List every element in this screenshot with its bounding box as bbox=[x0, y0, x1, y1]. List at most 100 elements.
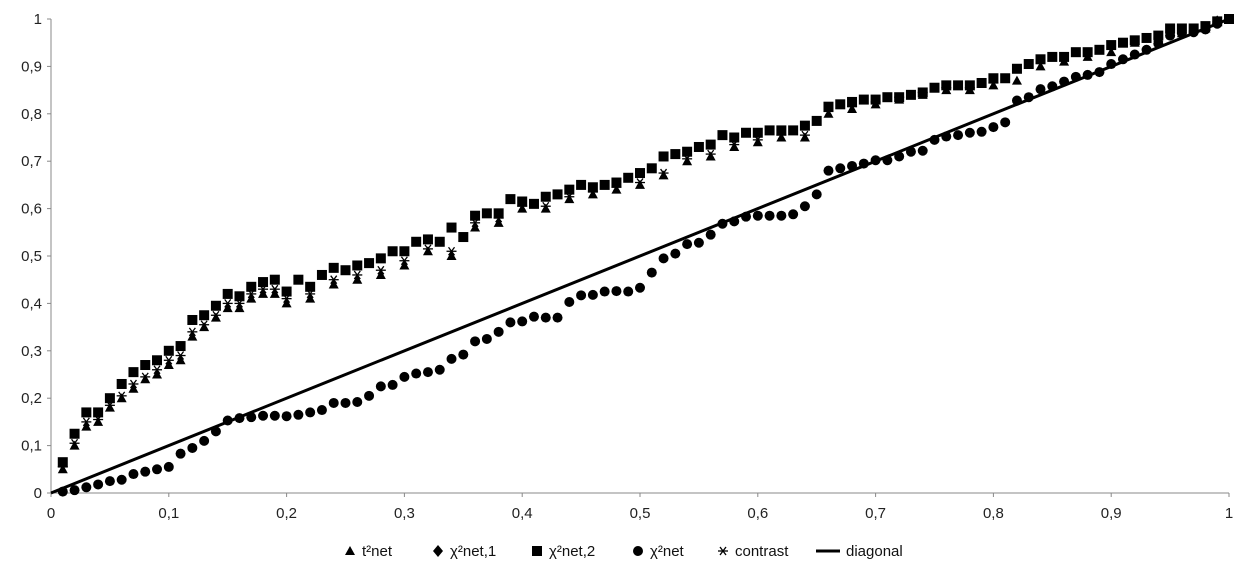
circle-point bbox=[964, 127, 975, 138]
x-tick-label: 1 bbox=[1225, 505, 1233, 522]
asterisk-point bbox=[964, 83, 975, 93]
x-tick-label: 0,6 bbox=[747, 505, 768, 522]
square-point bbox=[411, 236, 422, 247]
circle-point bbox=[399, 371, 410, 382]
x-tick-label: 0,8 bbox=[983, 505, 1004, 522]
circle-point bbox=[316, 405, 327, 416]
square-point bbox=[517, 196, 528, 207]
triangle-point bbox=[799, 132, 810, 142]
legend-label: χ²net bbox=[650, 543, 685, 560]
asterisk-point bbox=[93, 415, 104, 424]
circle-point bbox=[682, 239, 693, 250]
asterisk-point bbox=[69, 438, 80, 448]
asterisk-point bbox=[446, 246, 457, 256]
circle-point bbox=[258, 410, 269, 421]
y-tick-label: 0,6 bbox=[21, 201, 42, 218]
circle-point bbox=[1070, 71, 1081, 82]
diamond-point bbox=[1188, 24, 1199, 37]
square-point bbox=[470, 210, 481, 221]
y-tick-label: 0,8 bbox=[21, 106, 42, 123]
circle-point bbox=[540, 312, 551, 323]
circle-point bbox=[717, 218, 728, 229]
triangle-point bbox=[1106, 47, 1117, 57]
circle-point bbox=[611, 286, 622, 297]
circle-point bbox=[293, 409, 304, 420]
asterisk-point bbox=[870, 97, 881, 107]
square-point bbox=[847, 96, 858, 107]
asterisk-point bbox=[81, 417, 92, 427]
square-point bbox=[976, 77, 987, 88]
circle-point bbox=[882, 155, 893, 166]
asterisk-point bbox=[104, 400, 115, 410]
asterisk-point bbox=[752, 135, 763, 145]
triangle-point bbox=[187, 331, 198, 341]
circle-point bbox=[564, 296, 575, 307]
y-tick-label: 0,4 bbox=[21, 295, 42, 312]
asterisk-point bbox=[564, 192, 575, 202]
triangle-point bbox=[163, 360, 174, 370]
legend-square-symbol bbox=[532, 546, 542, 556]
square-point bbox=[128, 367, 139, 378]
asterisk-point bbox=[587, 187, 598, 197]
square-point bbox=[93, 407, 104, 418]
circle-point bbox=[458, 349, 469, 360]
y-tick-label: 0,5 bbox=[21, 248, 42, 265]
square-point bbox=[658, 151, 669, 162]
asterisk-point bbox=[422, 244, 433, 254]
square-point bbox=[988, 73, 999, 84]
asterisk-point bbox=[375, 265, 386, 275]
square-point bbox=[152, 355, 163, 366]
square-point bbox=[811, 115, 822, 126]
circle-point bbox=[799, 201, 810, 212]
square-point bbox=[1141, 32, 1152, 43]
square-point bbox=[387, 246, 398, 257]
circle-point bbox=[870, 155, 881, 166]
asterisk-point bbox=[682, 154, 693, 164]
square-point bbox=[670, 149, 681, 160]
circle-point bbox=[1117, 54, 1128, 65]
circle-point bbox=[199, 435, 210, 446]
diamond-point bbox=[1165, 27, 1176, 40]
circle-point bbox=[988, 122, 999, 133]
asterisk-point bbox=[246, 289, 257, 299]
circle-point bbox=[658, 253, 669, 264]
square-point bbox=[422, 234, 433, 245]
circle-point bbox=[1023, 92, 1034, 103]
asterisk-point bbox=[611, 182, 622, 192]
triangle-point bbox=[258, 288, 269, 298]
triangle-point bbox=[752, 137, 763, 147]
circle-point bbox=[411, 368, 422, 379]
asterisk-point bbox=[258, 284, 269, 294]
x-tick-label: 0,9 bbox=[1101, 505, 1122, 522]
circle-point bbox=[140, 466, 151, 477]
triangle-point bbox=[328, 279, 339, 289]
triangle-point bbox=[729, 141, 740, 151]
circle-point bbox=[1094, 67, 1105, 78]
circle-point bbox=[422, 367, 433, 378]
circle-point bbox=[505, 317, 516, 328]
triangle-point bbox=[470, 222, 481, 232]
triangle-point bbox=[658, 170, 669, 180]
circle-point bbox=[305, 407, 316, 418]
circle-point bbox=[788, 209, 799, 220]
square-point bbox=[788, 125, 799, 136]
asterisk-point bbox=[328, 275, 339, 285]
circle-point bbox=[776, 210, 787, 221]
square-point bbox=[576, 179, 587, 190]
circle-point bbox=[1000, 117, 1011, 128]
triangle-point bbox=[1011, 75, 1022, 85]
asterisk-point bbox=[57, 462, 68, 472]
triangle-point bbox=[375, 269, 386, 279]
circle-point bbox=[752, 210, 763, 221]
triangle-point bbox=[1224, 14, 1234, 23]
square-point bbox=[458, 232, 469, 243]
circle-point bbox=[81, 482, 92, 493]
square-point bbox=[199, 310, 210, 321]
circle-point bbox=[1129, 49, 1140, 60]
circle-point bbox=[953, 130, 964, 141]
square-point bbox=[234, 291, 245, 302]
square-point bbox=[646, 163, 657, 174]
asterisk-point bbox=[776, 130, 787, 140]
square-point bbox=[364, 258, 375, 269]
square-point bbox=[717, 130, 728, 141]
